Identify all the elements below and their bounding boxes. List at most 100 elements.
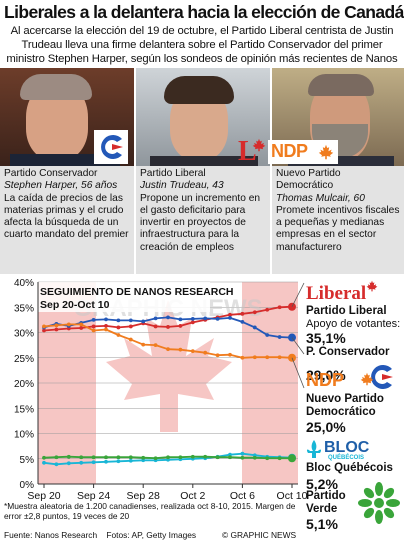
legend-conservative-name: P. Conservador [306, 346, 390, 358]
legend-ndp-value: 25,0% [306, 419, 346, 435]
data-point [178, 317, 183, 322]
party-name: Nuevo Partido Democrático [276, 168, 341, 192]
data-point [203, 316, 208, 321]
legend-liberal-value: 35,1% [306, 330, 346, 346]
legend-connector [291, 282, 305, 307]
data-point [128, 458, 133, 463]
data-point [265, 333, 270, 337]
data-point [91, 328, 96, 333]
data-point [190, 349, 195, 354]
y-tick-label: 30% [14, 329, 34, 340]
data-point [166, 315, 170, 320]
data-point [190, 316, 195, 321]
legend-liberal-name: Partido Liberal [306, 305, 387, 317]
legend-green: Partido Verde 5,1% [306, 482, 404, 532]
x-tick-label: Sep 28 [127, 490, 160, 502]
data-point [252, 325, 257, 330]
data-point [128, 318, 133, 323]
data-point [228, 315, 232, 320]
x-tick-label: Oct 6 [230, 490, 255, 502]
data-point [104, 459, 108, 464]
data-point [153, 324, 158, 329]
leader-name: Justin Trudeau, 43 [140, 180, 224, 192]
data-point [79, 460, 84, 465]
data-point [166, 325, 170, 329]
y-tick-label: 0% [20, 480, 35, 491]
data-point [265, 456, 270, 461]
legend-connector [291, 337, 305, 355]
data-point [66, 454, 71, 459]
data-point [104, 317, 108, 322]
data-point [128, 337, 133, 342]
data-point [277, 335, 282, 339]
data-point [66, 322, 71, 327]
legend-ndp: NDP Nuevo Partido Democrático 25,0% [306, 370, 404, 435]
data-point [215, 316, 220, 321]
bloc-logo-sub: QUÉBÉCOIS [328, 455, 365, 461]
data-point [116, 325, 121, 330]
data-point [153, 316, 158, 321]
data-point [104, 455, 108, 460]
data-point [116, 318, 121, 323]
legend-conservative: P. Conservador 29,0% [306, 346, 404, 389]
chart-label: SEGUIMIENTO DE NANOS RESEARCH [40, 286, 234, 298]
y-tick-label: 35% [14, 303, 34, 314]
photo-trudeau: L [136, 68, 270, 166]
liberal-logo: L [236, 136, 268, 166]
info-liberal: Partido Liberal Justin Trudeau, 43 Propo… [136, 166, 270, 274]
x-tick-label: Sep 20 [27, 490, 60, 502]
data-point [265, 355, 270, 360]
data-point [141, 342, 146, 347]
data-point [178, 347, 183, 352]
maple-leaf-icon [360, 372, 374, 386]
data-point [66, 461, 71, 466]
data-point [178, 324, 183, 328]
data-point [166, 455, 170, 460]
legend-liberal-sub: Apoyo de votantes: [306, 318, 401, 330]
data-point [91, 460, 96, 465]
data-point [153, 456, 158, 461]
data-point [228, 352, 232, 357]
data-point [104, 327, 108, 332]
data-point [228, 312, 232, 317]
poll-chart: GRAPHIC NEWS 0%5%10%15%20%25%30%35%40% S… [14, 278, 308, 502]
x-tick-label: Sep 24 [77, 490, 110, 502]
data-point [128, 324, 133, 329]
data-point [252, 310, 257, 315]
data-point [79, 322, 84, 327]
leader-name: Stephen Harper, 56 años [4, 180, 118, 192]
data-point [104, 324, 108, 328]
data-point [215, 353, 220, 358]
data-point [116, 333, 121, 337]
data-point [215, 455, 220, 460]
y-tick-label: 40% [14, 278, 34, 289]
data-point [79, 326, 84, 330]
chart-dates: Sep 20-Oct 10 [40, 299, 110, 311]
y-tick-label: 20% [14, 379, 34, 390]
data-point [54, 455, 59, 460]
footnote: *Muestra aleatoria de 1.200 canadienses,… [4, 501, 296, 521]
data-point [54, 462, 59, 467]
info-ndp: Nuevo Partido Democrático Thomas Mulcair… [272, 166, 404, 274]
data-point [54, 327, 59, 332]
maple-leaf-icon [366, 280, 378, 292]
data-point [42, 460, 46, 465]
chart-series [42, 282, 305, 467]
series-end-marker [288, 454, 296, 463]
data-point [116, 455, 121, 460]
green-party-logo-icon [358, 482, 400, 524]
bloc-logo-text: BLOC [324, 439, 370, 456]
legend-conservative-value: 29,0% [306, 367, 346, 383]
data-point [79, 455, 84, 460]
data-point [277, 305, 282, 310]
data-point [240, 355, 245, 360]
party-name: Partido Liberal [140, 168, 206, 179]
data-point [240, 311, 245, 316]
conservative-c-icon [101, 135, 123, 159]
data-point [128, 455, 133, 460]
party-desc: Promete incentivos fiscales a pequeñas y… [276, 204, 400, 253]
ndp-logo: NDP [268, 140, 338, 164]
legend-green-value: 5,1% [306, 516, 338, 532]
y-tick-label: 25% [14, 354, 34, 365]
party-desc: La caída de precios de las materias prim… [4, 192, 129, 241]
